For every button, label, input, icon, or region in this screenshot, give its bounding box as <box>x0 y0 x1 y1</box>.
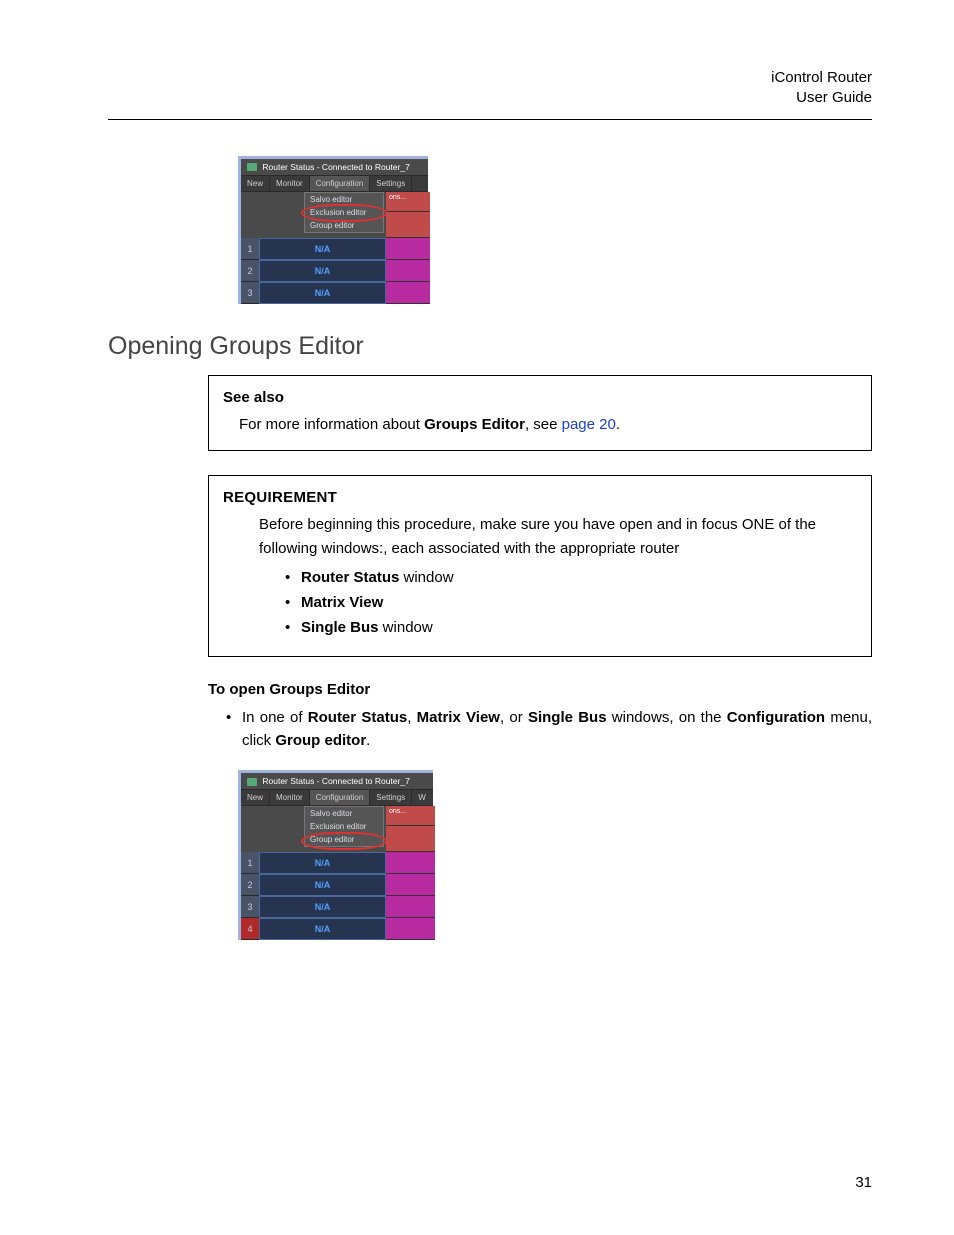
text: window <box>399 569 453 586</box>
menu-configuration[interactable]: Configuration <box>310 176 371 191</box>
row-number: 3 <box>241 282 259 304</box>
screenshot-title-text: Router Status - Connected to Router_7 <box>262 162 409 172</box>
header-doc-type: User Guide <box>108 88 872 108</box>
row-number: 2 <box>241 874 259 896</box>
header-rule <box>108 119 872 120</box>
table-cell-na: N/A <box>259 282 386 304</box>
row-number: 4 <box>241 918 259 940</box>
see-also-box: See also For more information about Grou… <box>208 375 872 452</box>
status-cell <box>386 282 430 304</box>
menu-new[interactable]: New <box>241 790 270 805</box>
text-bold: Group editor <box>275 732 366 749</box>
table-cell-na: N/A <box>259 874 386 896</box>
side-cell: ons... <box>386 806 435 826</box>
procedure-step: In one of Router Status, Matrix View, or… <box>226 706 872 753</box>
screenshot-title-text: Router Status - Connected to Router_7 <box>262 776 409 786</box>
page-link[interactable]: page 20 <box>562 416 616 433</box>
text: window <box>379 619 433 636</box>
dropdown-group-editor[interactable]: Group editor <box>305 219 383 232</box>
side-cell: ons... <box>386 192 430 212</box>
side-cell <box>386 212 430 238</box>
screenshot-window-title: Router Status - Connected to Router_7 <box>241 773 433 789</box>
status-cell <box>386 896 435 918</box>
screenshot-menubar: New Monitor Configuration Settings W <box>241 789 433 806</box>
table-cell-na: N/A <box>259 918 386 940</box>
list-item: Router Status window <box>285 566 857 589</box>
section-heading: Opening Groups Editor <box>108 332 872 361</box>
table-cell-na: N/A <box>259 852 386 874</box>
menu-monitor[interactable]: Monitor <box>270 790 310 805</box>
text: , see <box>525 416 562 433</box>
screenshot-window-title: Router Status - Connected to Router_7 <box>241 159 428 175</box>
row-number: 1 <box>241 852 259 874</box>
table-cell-na: N/A <box>259 260 386 282</box>
row-number: 1 <box>241 238 259 260</box>
menu-settings[interactable]: Settings <box>370 790 412 805</box>
text-bold: Router Status <box>308 709 407 726</box>
menu-monitor[interactable]: Monitor <box>270 176 310 191</box>
procedure-heading: To open Groups Editor <box>208 681 872 698</box>
app-icon <box>247 163 257 171</box>
side-cell <box>386 826 435 852</box>
status-cell <box>386 852 435 874</box>
dropdown-group-editor[interactable]: Group editor <box>305 833 383 846</box>
dropdown-exclusion-editor[interactable]: Exclusion editor <box>305 206 383 219</box>
menu-settings[interactable]: Settings <box>370 176 412 191</box>
status-cell <box>386 918 435 940</box>
text-bold: Matrix View <box>301 594 383 611</box>
dropdown-salvo-editor[interactable]: Salvo editor <box>305 193 383 206</box>
screenshot-group-editor: Router Status - Connected to Router_7 Ne… <box>238 770 433 940</box>
text-bold: Router Status <box>301 569 399 586</box>
text: , or <box>500 709 528 726</box>
header-product: iControl Router <box>108 68 872 88</box>
see-also-body: For more information about Groups Editor… <box>223 413 857 436</box>
text-bold: Groups Editor <box>424 416 525 433</box>
requirement-intro: Before beginning this procedure, make su… <box>259 513 857 560</box>
requirement-title: REQUIREMENT <box>223 486 857 509</box>
text-bold: Single Bus <box>528 709 607 726</box>
screenshot-exclusion-editor: Router Status - Connected to Router_7 Ne… <box>238 156 428 304</box>
list-item: Matrix View <box>285 591 857 614</box>
text: . <box>616 416 620 433</box>
menu-configuration[interactable]: Configuration <box>310 790 371 805</box>
configuration-dropdown: Salvo editor Exclusion editor Group edit… <box>304 192 384 233</box>
status-cell <box>386 238 430 260</box>
menu-truncated[interactable]: W <box>412 790 432 805</box>
see-also-title: See also <box>223 386 857 409</box>
row-number: 3 <box>241 896 259 918</box>
screenshot-menubar: New Monitor Configuration Settings <box>241 175 428 192</box>
requirement-list: Router Status window Matrix View Single … <box>259 566 857 640</box>
text: windows, on the <box>607 709 727 726</box>
list-item: Single Bus window <box>285 616 857 639</box>
dropdown-salvo-editor[interactable]: Salvo editor <box>305 807 383 820</box>
text-bold: Single Bus <box>301 619 379 636</box>
requirement-box: REQUIREMENT Before beginning this proced… <box>208 475 872 657</box>
text: In one of <box>242 709 308 726</box>
text: For more information about <box>239 416 424 433</box>
text-bold: Matrix View <box>417 709 500 726</box>
menu-new[interactable]: New <box>241 176 270 191</box>
app-icon <box>247 778 257 786</box>
procedure-body: In one of Router Status, Matrix View, or… <box>208 706 872 753</box>
dropdown-exclusion-editor[interactable]: Exclusion editor <box>305 820 383 833</box>
table-cell-na: N/A <box>259 238 386 260</box>
configuration-dropdown: Salvo editor Exclusion editor Group edit… <box>304 806 384 847</box>
page-number: 31 <box>855 1174 872 1191</box>
row-number: 2 <box>241 260 259 282</box>
text: . <box>366 732 370 749</box>
status-cell <box>386 874 435 896</box>
table-cell-na: N/A <box>259 896 386 918</box>
status-cell <box>386 260 430 282</box>
text: , <box>407 709 416 726</box>
text-bold: Configuration <box>727 709 825 726</box>
